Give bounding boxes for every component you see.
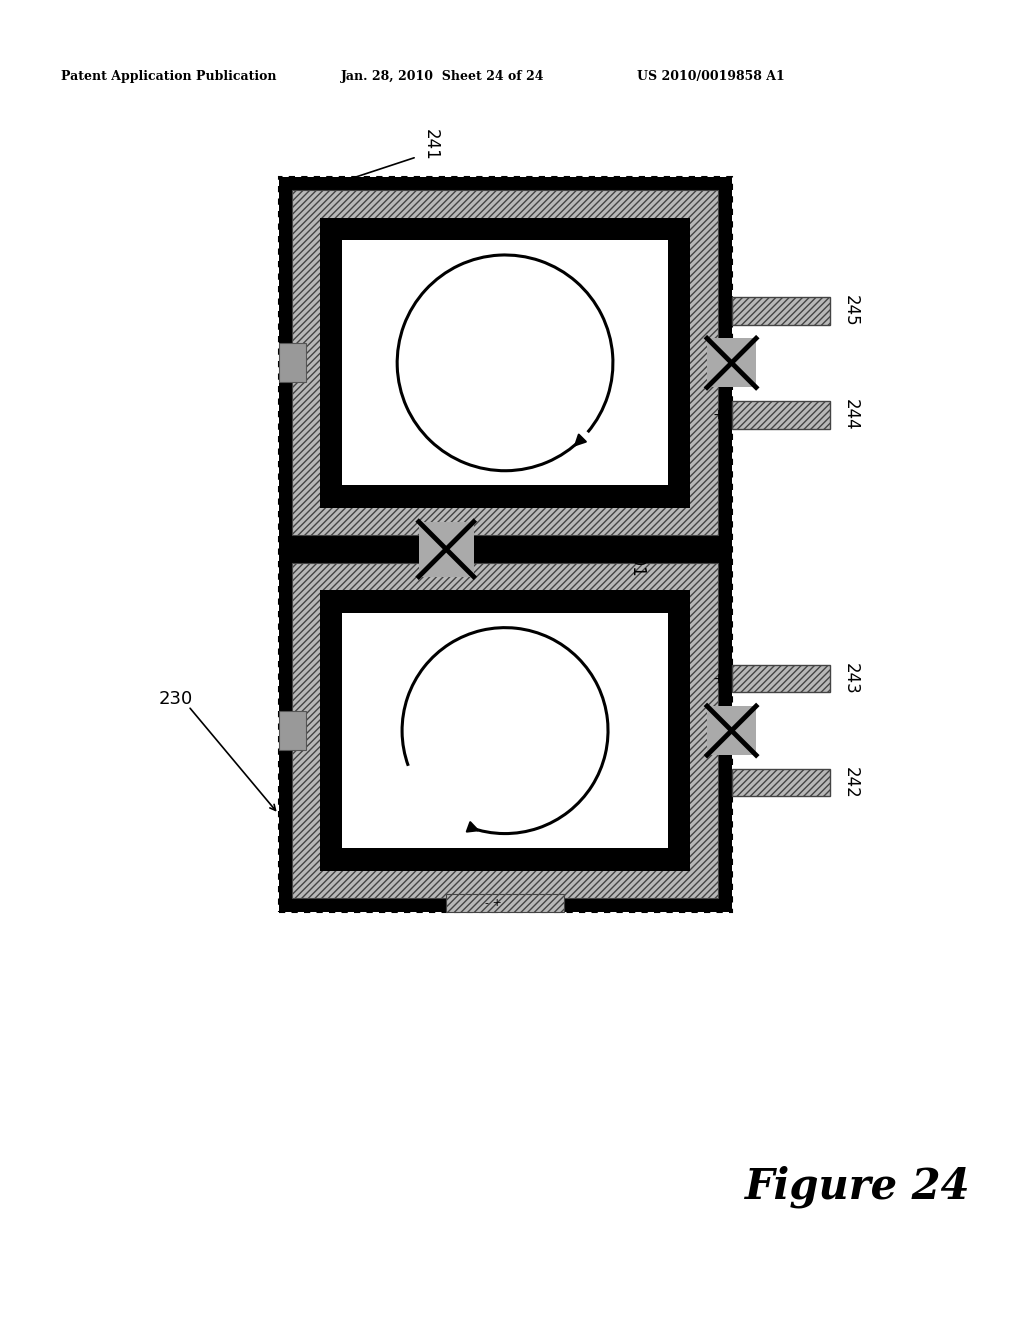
Text: 243: 243 <box>842 663 859 694</box>
Polygon shape <box>419 521 474 577</box>
Text: -: - <box>719 776 724 789</box>
Bar <box>731 768 829 796</box>
Text: 201: 201 <box>628 546 646 578</box>
Bar <box>446 895 564 912</box>
Text: +: + <box>712 672 724 685</box>
Bar <box>342 612 668 849</box>
Text: 230: 230 <box>159 690 194 709</box>
Bar <box>279 711 306 750</box>
Text: Jan. 28, 2010  Sheet 24 of 24: Jan. 28, 2010 Sheet 24 of 24 <box>341 70 545 83</box>
Bar <box>319 218 690 508</box>
Bar <box>292 562 718 899</box>
Bar <box>319 590 690 871</box>
Text: -: - <box>719 304 724 318</box>
Text: 245: 245 <box>842 296 859 326</box>
Text: 241: 241 <box>422 129 439 161</box>
Text: US 2010/0019858 A1: US 2010/0019858 A1 <box>638 70 785 83</box>
Bar <box>731 665 829 693</box>
Bar <box>279 177 731 912</box>
Bar <box>279 549 731 912</box>
Text: +: + <box>712 408 724 422</box>
Text: - +: - + <box>485 898 503 908</box>
Polygon shape <box>707 706 756 755</box>
Bar <box>342 240 668 486</box>
Polygon shape <box>707 338 756 387</box>
Text: Figure 24: Figure 24 <box>745 1166 971 1208</box>
Bar <box>279 177 731 549</box>
Text: Patent Application Publication: Patent Application Publication <box>60 70 276 83</box>
Bar <box>279 343 306 383</box>
Bar <box>731 297 829 325</box>
Text: 242: 242 <box>842 767 859 799</box>
Bar <box>292 190 718 536</box>
Text: 244: 244 <box>842 399 859 430</box>
Bar <box>731 401 829 429</box>
